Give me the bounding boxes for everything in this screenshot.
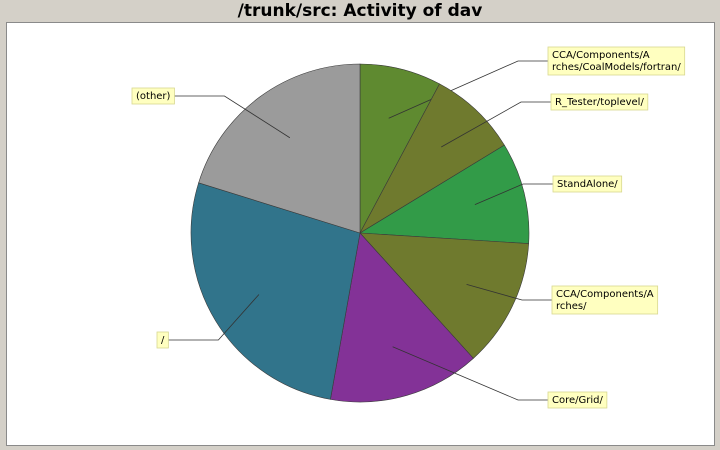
slice-label-3: rches/	[556, 301, 587, 312]
callout-line-1	[441, 101, 551, 148]
slice-label-box-4	[547, 391, 608, 409]
chart-title: /trunk/src: Activity of dav	[237, 1, 483, 21]
slice-label-5: /	[161, 335, 165, 346]
slice-label-2: StandAlone/	[557, 179, 618, 190]
slice-label-box-3	[551, 285, 659, 315]
slice-label-1: R_Tester/toplevel/	[555, 97, 644, 108]
pie-slice-2	[359, 144, 530, 244]
callout-line-4	[392, 346, 548, 401]
slice-label-box-5	[156, 331, 169, 349]
pie-slice-1	[359, 83, 505, 234]
slice-label-box-2	[552, 175, 623, 193]
callout-line-6	[174, 95, 291, 139]
pie-slice-6	[198, 63, 361, 234]
slice-label-box-1	[550, 93, 649, 111]
slice-label-box-0	[547, 46, 686, 76]
pie-slice-5	[190, 182, 361, 400]
slice-label-0: CCA/Components/A	[552, 50, 650, 61]
slice-label-3: CCA/Components/A	[556, 289, 654, 300]
slice-label-0: rches/CoalModels/fortran/	[552, 62, 681, 73]
callout-line-3	[466, 283, 552, 301]
slice-label-box-6	[131, 87, 175, 105]
callout-line-5	[168, 294, 260, 341]
pie-slice-3	[359, 232, 529, 359]
callout-line-2	[474, 183, 553, 206]
pie-slice-4	[330, 232, 474, 403]
slice-label-4: Core/Grid/	[552, 395, 604, 406]
slice-label-6: (other)	[136, 91, 171, 102]
